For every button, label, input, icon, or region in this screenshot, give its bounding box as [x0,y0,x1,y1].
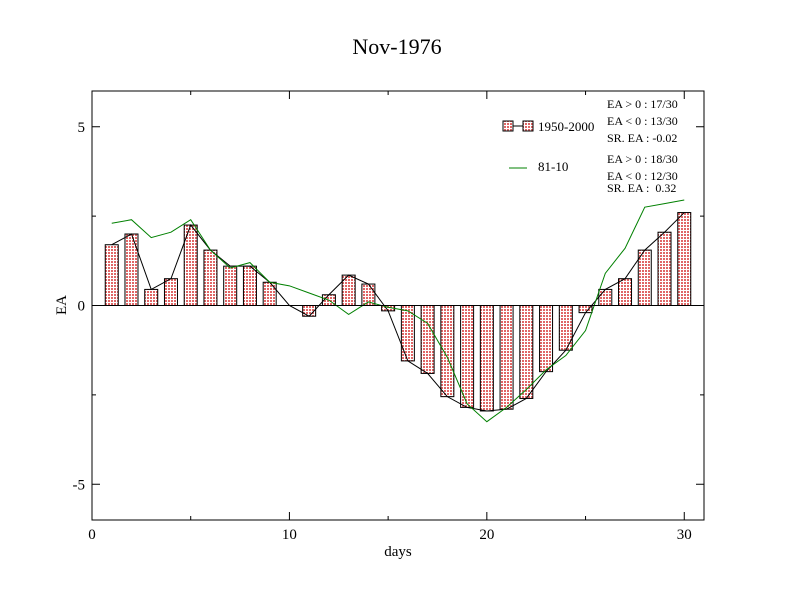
bars-group [104,212,692,412]
bar-1950-2000-day-1 [104,244,119,306]
axes-group: 0 10 20 30 -5 0 5 [73,91,704,543]
legend-marker-1950-2000-left [502,120,514,132]
bar-1950-2000-day-17 [420,305,435,374]
bar-1950-2000-day-23 [539,305,554,373]
legend-stat-2-2: EA < 0 : 12/30 [607,169,678,183]
bar-1950-2000-day-7 [223,265,238,307]
bar-1950-2000-day-27 [618,278,633,307]
bar-1950-2000-day-30 [677,212,692,306]
y-tick-label--5: -5 [73,477,86,493]
bar-1950-2000-day-2 [124,233,139,306]
bar-1950-2000-day-26 [598,288,613,307]
bar-1950-2000-day-24 [558,305,573,351]
series-line-81-10 [111,199,685,423]
legend-stat-1-1: EA > 0 : 17/30 [607,97,678,111]
bar-1950-2000-day-28 [637,249,652,306]
bar-1950-2000-day-8 [242,265,257,307]
x-tick-label-0: 0 [88,527,96,543]
legend-label-1950-2000: 1950-2000 [538,119,594,134]
y-tick-label-0: 0 [78,299,86,315]
bar-1950-2000-day-21 [499,305,514,410]
legend-stat-2-1: EA > 0 : 18/30 [607,152,678,166]
bar-1950-2000-day-29 [657,231,672,307]
chart-title: Nov-1976 [352,34,441,59]
y-axis-label: EA [54,295,70,315]
lines-group [111,199,685,423]
legend: 1950-2000 EA > 0 : 17/30 EA < 0 : 13/30 … [502,97,678,195]
bar-1950-2000-day-6 [203,249,218,306]
x-tick-label-30: 30 [677,527,692,543]
legend-stat-1-3: SR. EA : -0.02 [607,131,677,145]
legend-marker-1950-2000-right [522,120,534,132]
bar-1950-2000-day-3 [144,288,159,307]
bar-1950-2000-day-20 [479,305,494,412]
legend-stat-1-2: EA < 0 : 13/30 [607,114,678,128]
bar-1950-2000-day-9 [262,281,277,307]
x-tick-label-20: 20 [479,527,494,543]
y-tick-label-5: 5 [78,120,86,136]
x-axis-label: days [384,544,412,560]
legend-stat-2-3: SR. EA : 0.32 [607,181,676,195]
legend-label-81-10: 81-10 [538,159,568,174]
bar-1950-2000-day-4 [163,278,178,307]
x-tick-label-10: 10 [282,527,297,543]
bar-1950-2000-day-18 [440,305,455,398]
